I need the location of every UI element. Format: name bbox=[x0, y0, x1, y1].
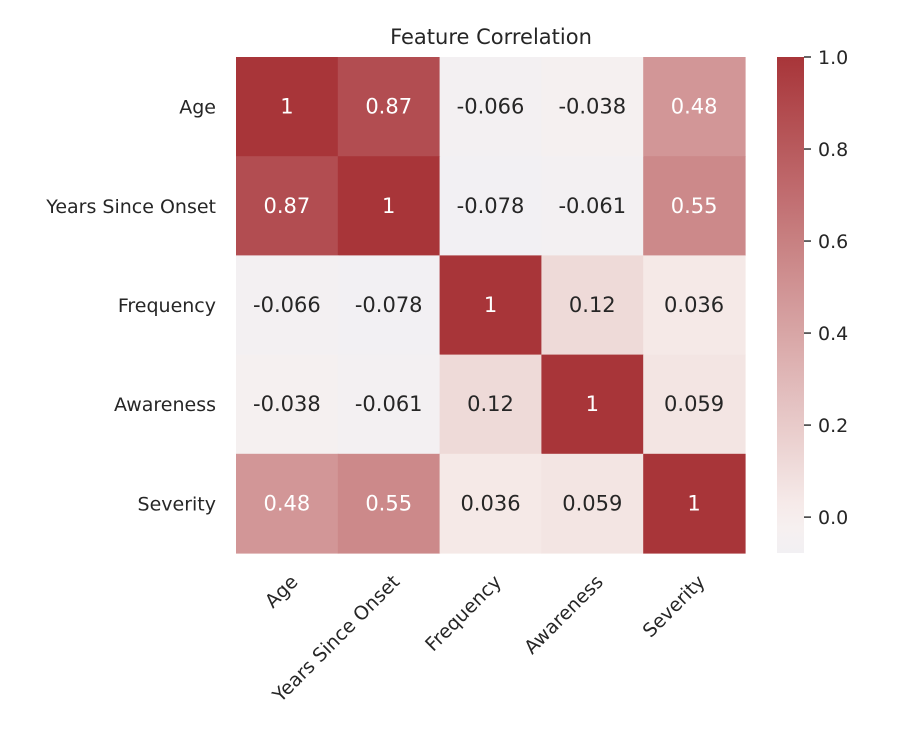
x-tick-label: Severity bbox=[639, 571, 710, 642]
cell-annotation: 0.87 bbox=[365, 95, 412, 119]
cell-annotation: -0.078 bbox=[457, 194, 525, 218]
heatmap-cell bbox=[236, 57, 339, 157]
cell-annotation: 0.12 bbox=[569, 293, 616, 317]
heatmap-cell bbox=[643, 354, 746, 455]
heatmap-cell bbox=[337, 156, 441, 256]
cell-annotation: -0.066 bbox=[457, 95, 525, 119]
heatmap-cell bbox=[439, 354, 542, 455]
heatmap-cell bbox=[541, 57, 644, 157]
cell-annotation: 0.48 bbox=[671, 95, 718, 119]
colorbar-tick-label: 0.6 bbox=[818, 231, 848, 253]
cell-annotation: 0.87 bbox=[264, 194, 311, 218]
heatmap-cells bbox=[236, 57, 746, 554]
cell-annotation: 1 bbox=[382, 194, 395, 218]
heatmap-cell bbox=[439, 453, 542, 554]
cell-annotation: 1 bbox=[484, 293, 497, 317]
heatmap-cell bbox=[337, 255, 441, 356]
cell-annotation: 0.55 bbox=[671, 194, 718, 218]
x-tick-label: Frequency bbox=[421, 571, 506, 656]
heatmap-cell bbox=[337, 57, 441, 157]
cell-annotation: 0.059 bbox=[664, 392, 724, 416]
cell-annotation: 0.48 bbox=[264, 491, 311, 515]
cell-annotation: -0.038 bbox=[253, 392, 321, 416]
colorbar-tick-label: 1.0 bbox=[818, 47, 848, 69]
heatmap-cell bbox=[236, 453, 339, 554]
y-tick-label: Severity bbox=[138, 493, 216, 515]
heatmap-cell bbox=[236, 354, 339, 455]
cell-annotation: -0.061 bbox=[355, 392, 423, 416]
heatmap-cell bbox=[643, 255, 746, 356]
colorbar-tick-label: 0.0 bbox=[818, 507, 848, 529]
heatmap-cell bbox=[439, 57, 542, 157]
heatmap-cell bbox=[643, 156, 746, 256]
cell-annotation: 0.036 bbox=[664, 293, 724, 317]
y-tick-label: Awareness bbox=[114, 394, 216, 416]
heatmap-cell bbox=[337, 453, 441, 554]
y-tick-label: Frequency bbox=[118, 295, 216, 317]
x-tick-label: Awareness bbox=[520, 571, 608, 659]
y-tick-labels: Age Years Since Onset Frequency Awareness Se… bbox=[45, 97, 216, 516]
cell-annotation: 0.036 bbox=[460, 491, 520, 515]
cell-annotation: 1 bbox=[280, 95, 293, 119]
heatmap-cell bbox=[541, 354, 644, 455]
heatmap-cell bbox=[541, 255, 644, 356]
heatmap-cell bbox=[337, 354, 441, 455]
heatmap-cell bbox=[643, 57, 746, 157]
heatmap-cell bbox=[541, 453, 644, 554]
cell-annotations: 1 0.87 -0.066 -0.038 0.48 0.87 1 -0.078 -0.061 0.… bbox=[253, 95, 724, 516]
colorbar-ticks: 0.0 0.2 0.4 0.6 0.8 1.0 bbox=[804, 47, 848, 529]
heatmap-cell bbox=[236, 156, 339, 256]
y-tick-label: Age bbox=[179, 97, 216, 119]
x-tick-label: Age bbox=[261, 571, 303, 613]
cell-annotation: 1 bbox=[687, 491, 700, 515]
cell-annotation: -0.078 bbox=[355, 293, 423, 317]
chart-title: Feature Correlation bbox=[390, 25, 592, 49]
colorbar bbox=[777, 57, 804, 553]
cell-annotation: -0.038 bbox=[558, 95, 626, 119]
cell-annotation: 1 bbox=[586, 392, 599, 416]
colorbar-tick-label: 0.8 bbox=[818, 139, 848, 161]
heatmap-cell bbox=[236, 255, 339, 356]
heatmap-cell bbox=[439, 156, 542, 256]
heatmap-cell bbox=[541, 156, 644, 256]
cell-annotation: 0.55 bbox=[365, 491, 412, 515]
cell-annotation: -0.066 bbox=[253, 293, 321, 317]
heatmap-cell bbox=[439, 255, 542, 356]
heatmap-cell bbox=[643, 453, 746, 554]
cell-annotation: 0.12 bbox=[467, 392, 514, 416]
cell-annotation: 0.059 bbox=[562, 491, 622, 515]
cell-annotation: -0.061 bbox=[558, 194, 626, 218]
colorbar-tick-label: 0.4 bbox=[818, 323, 848, 345]
y-tick-label: Years Since Onset bbox=[45, 196, 216, 218]
colorbar-tick-label: 0.2 bbox=[818, 415, 848, 437]
